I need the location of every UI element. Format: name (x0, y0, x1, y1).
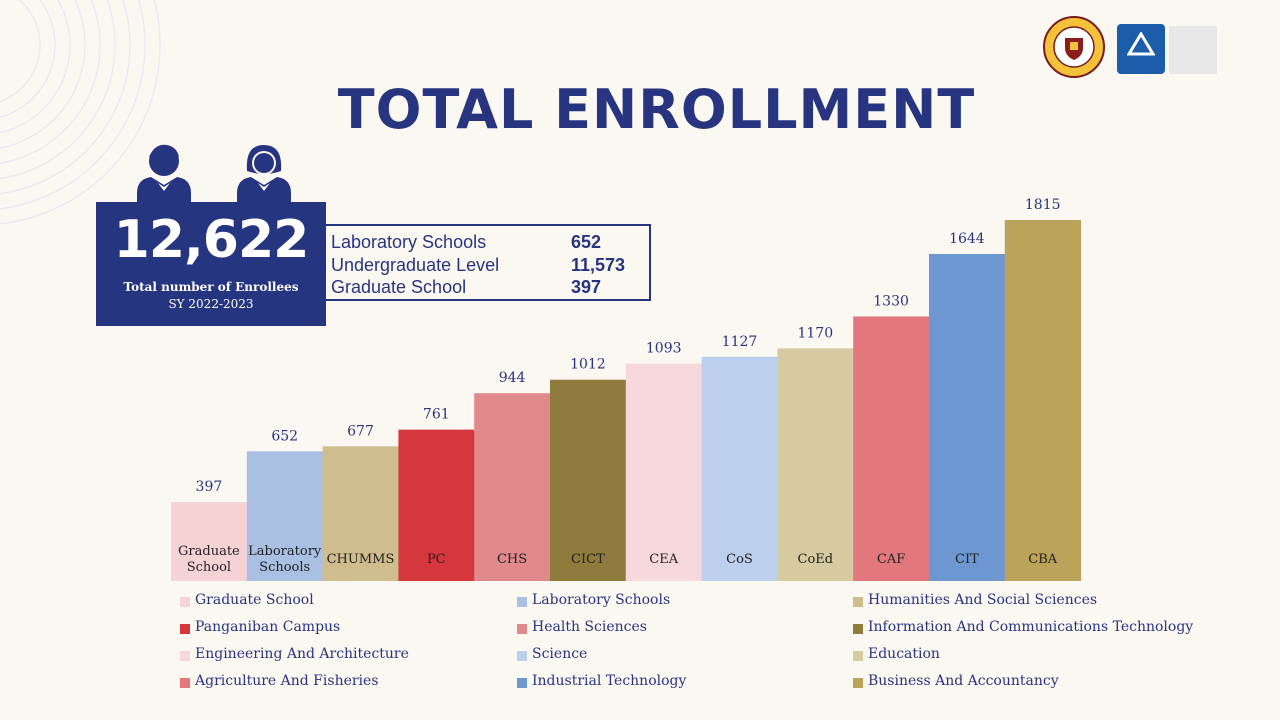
bar (171, 502, 248, 581)
category-label: Graduate School (178, 544, 240, 575)
bar (777, 348, 854, 581)
legend-label: Laboratory Schools (532, 592, 671, 608)
category-label: CAF (877, 552, 905, 567)
decorative-arcs (0, 0, 161, 225)
legend-label: Humanities And Social Sciences (868, 592, 1098, 608)
legend-label: Engineering And Architecture (195, 646, 409, 662)
legend-swatch (180, 678, 190, 688)
level-name: Laboratory Schools (331, 232, 487, 252)
legend-label: Education (868, 646, 940, 662)
total-enrollees-value: 12,622 (113, 210, 310, 270)
bar (550, 379, 627, 581)
category-label: CHUMMS (327, 552, 395, 567)
level-name: Undergraduate Level (331, 255, 500, 275)
legend-swatch (853, 678, 863, 688)
bar (625, 363, 703, 581)
university-seal-logo (1043, 16, 1105, 78)
bar-value-label: 1330 (873, 293, 909, 309)
legend-swatch (180, 651, 190, 661)
legend-label: Science (532, 646, 588, 662)
total-enrollees-panel: 12,622 Total number of Enrollees SY 2022… (96, 202, 326, 326)
legend-label: Graduate School (195, 592, 314, 608)
category-label: CHS (497, 552, 527, 567)
bar (853, 316, 930, 581)
bar-value-label: 1815 (1025, 197, 1061, 213)
level-row: Laboratory Schools 652 (331, 232, 641, 254)
level-value: 397 (571, 277, 602, 297)
bar-value-label: 944 (499, 370, 526, 386)
bar-value-label: 1093 (646, 341, 682, 357)
level-row: Graduate School 397 (331, 277, 641, 299)
legend-swatch (853, 597, 863, 607)
legend-label: Industrial Technology (532, 673, 687, 689)
bar-value-label: 1012 (570, 357, 606, 373)
bar-value-label: 1127 (722, 334, 758, 350)
bar (246, 451, 324, 581)
bar-value-label: 761 (423, 407, 450, 423)
legend-label: Agriculture And Fisheries (195, 673, 379, 689)
level-value: 652 (571, 232, 602, 252)
legend-label: Information And Communications Technolog… (868, 619, 1194, 635)
level-value: 11,573 (571, 255, 626, 275)
category-label: CoS (726, 552, 753, 567)
legend-swatch (517, 624, 527, 634)
bar (929, 254, 1006, 581)
legend-swatch (853, 651, 863, 661)
bar-value-label: 1170 (797, 325, 833, 341)
legend-swatch (517, 597, 527, 607)
school-year-label: SY 2022-2023 (168, 297, 254, 311)
bar-value-label: 677 (347, 423, 374, 439)
total-enrollees-label: Total number of Enrollees (123, 280, 299, 294)
iso-certification-logo (1117, 24, 1217, 76)
legend-swatch (180, 624, 190, 634)
bar (1004, 220, 1082, 581)
level-row: Undergraduate Level 11,573 (331, 255, 641, 277)
bar (474, 393, 551, 581)
bar-value-label: 397 (196, 479, 223, 495)
category-label: CICT (571, 552, 605, 567)
category-label: CoEd (798, 552, 834, 567)
bar-value-label: 1644 (949, 231, 985, 247)
level-breakdown-box: Laboratory Schools 652 Undergraduate Lev… (326, 224, 651, 301)
page-title: TOTAL ENROLLMENT (337, 78, 976, 141)
category-label: PC (427, 552, 446, 567)
bar (322, 446, 399, 581)
bar (701, 356, 778, 581)
legend-swatch (517, 678, 527, 688)
bar (398, 429, 475, 581)
legend-label: Health Sciences (532, 619, 647, 635)
bar-value-label: 652 (271, 428, 298, 444)
category-label: CBA (1028, 552, 1058, 567)
legend-swatch (180, 597, 190, 607)
level-name: Graduate School (331, 277, 467, 297)
legend-label: Panganiban Campus (195, 619, 341, 635)
category-label: CEA (649, 552, 678, 567)
legend-label: Business And Accountancy (868, 673, 1059, 689)
legend-swatch (517, 651, 527, 661)
category-label: Laboratory Schools (248, 544, 322, 575)
legend-swatch (853, 624, 863, 634)
category-label: CIT (955, 552, 979, 567)
